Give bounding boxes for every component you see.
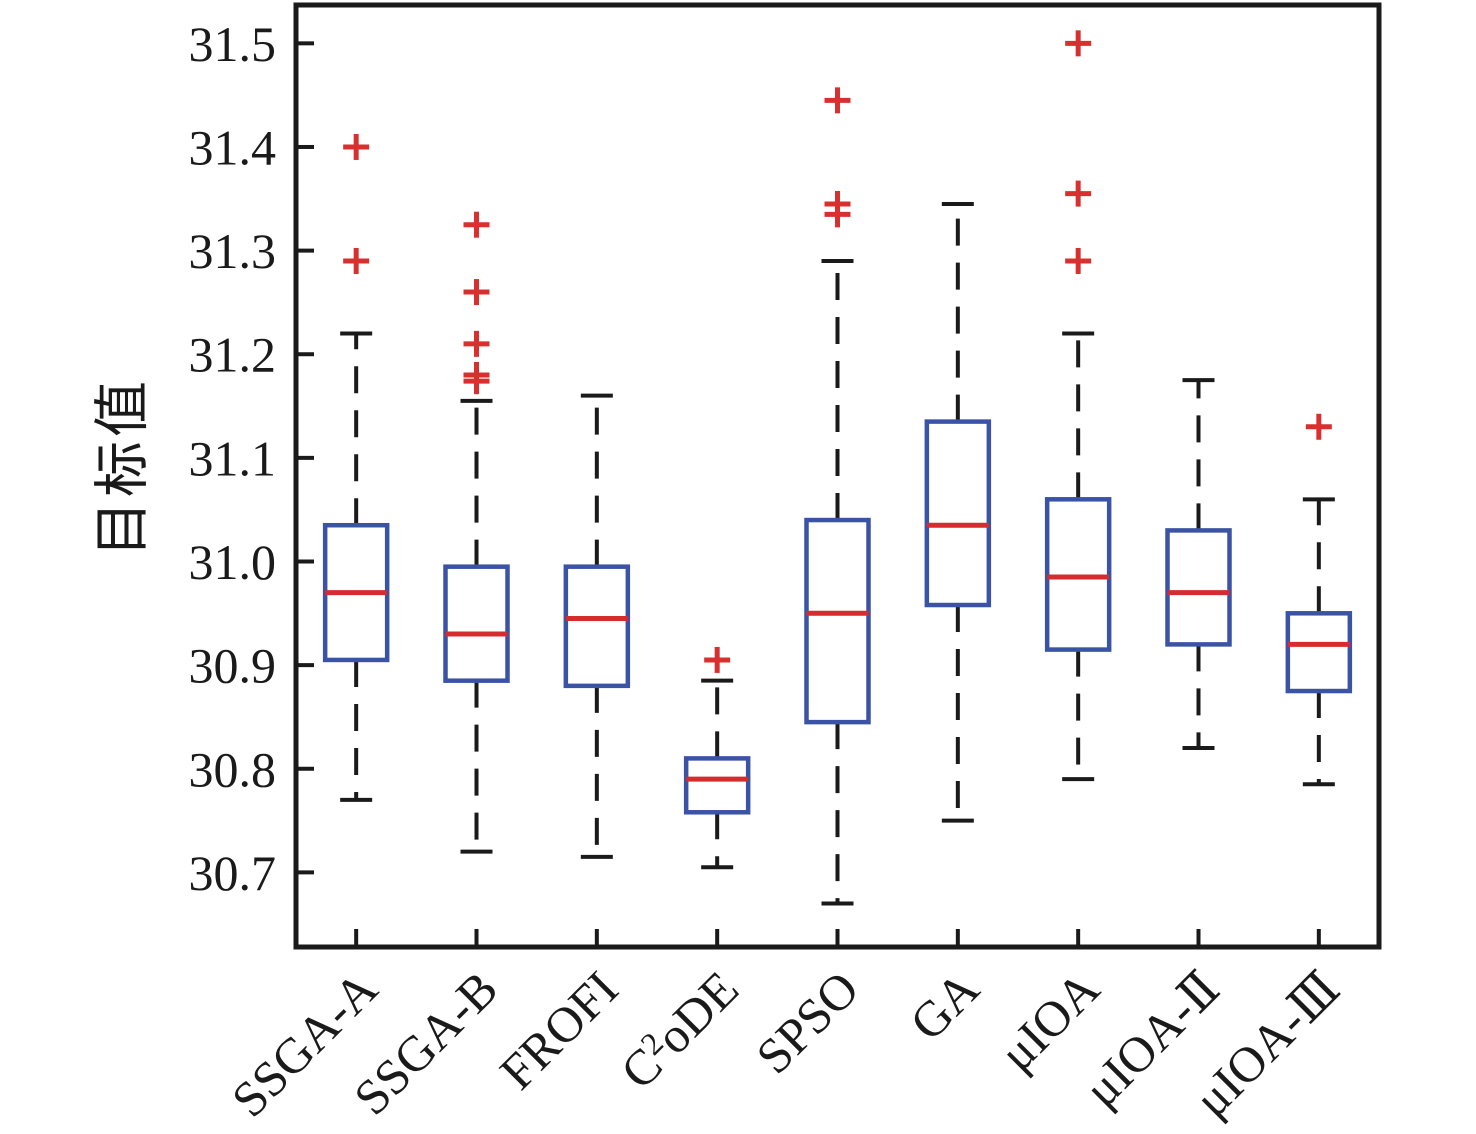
outlier-marker xyxy=(1065,247,1092,274)
box-SSGA-A xyxy=(322,133,390,802)
outlier-marker xyxy=(704,646,731,673)
outlier-marker xyxy=(463,330,490,357)
x-category-label: GA xyxy=(899,960,990,1051)
y-tick-label: 30.9 xyxy=(189,638,277,694)
outlier-marker xyxy=(343,247,370,274)
x-category-label: SPSO xyxy=(745,960,869,1084)
outlier-marker xyxy=(824,87,851,114)
box-GA xyxy=(924,201,992,823)
box-μIOA-II xyxy=(1165,378,1232,751)
y-tick-label: 31.4 xyxy=(189,119,277,175)
iqr-box xyxy=(1165,528,1232,647)
y-tick-label: 31.3 xyxy=(189,223,277,279)
x-category-label: C2oDE xyxy=(610,960,749,1099)
x-category-label: FROFI xyxy=(489,960,629,1100)
y-axis-title: 目标值 xyxy=(92,377,155,557)
y-tick-label: 30.8 xyxy=(189,741,277,797)
iqr-box xyxy=(683,756,751,815)
y-tick-label: 30.7 xyxy=(189,845,277,901)
box-μIOA xyxy=(1044,30,1112,782)
plot-frame xyxy=(293,2,1382,950)
y-tick-label: 31.1 xyxy=(189,430,277,486)
iqr-box xyxy=(563,564,631,689)
box-μIOA-III xyxy=(1285,413,1353,787)
outlier-marker xyxy=(1305,413,1332,440)
outlier-marker xyxy=(463,279,490,306)
iqr-box xyxy=(804,517,871,725)
iqr-box xyxy=(924,419,992,608)
iqr-box xyxy=(443,564,510,683)
y-tick-label: 31.2 xyxy=(189,327,277,383)
outlier-marker xyxy=(1065,30,1092,57)
box-SSGA-B xyxy=(443,211,510,854)
outlier-marker xyxy=(343,133,370,160)
box-SPSO xyxy=(804,87,871,906)
box-FROFI xyxy=(563,393,631,859)
y-tick-label: 31.0 xyxy=(189,534,277,590)
outlier-marker xyxy=(463,361,490,388)
iqr-box xyxy=(1044,497,1112,652)
outlier-marker xyxy=(824,190,851,217)
outlier-marker xyxy=(1065,180,1092,207)
y-tick-label: 31.5 xyxy=(189,16,277,72)
box-C2oDE xyxy=(683,646,751,870)
iqr-box xyxy=(1285,611,1353,694)
outlier-marker xyxy=(463,211,490,238)
